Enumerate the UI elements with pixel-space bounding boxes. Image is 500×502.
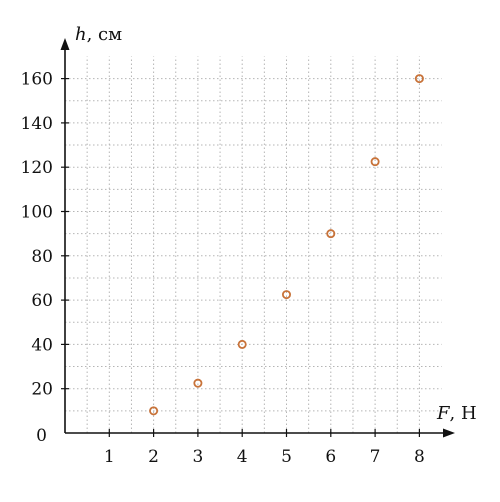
y-tick-label: 100 (21, 203, 53, 223)
data-point (370, 157, 380, 167)
data-point (193, 378, 203, 388)
y-tick-label: 40 (31, 335, 53, 355)
y-tick-label: 20 (31, 380, 53, 400)
y-tick-label: 160 (21, 70, 53, 90)
data-point (149, 406, 159, 416)
grid (65, 56, 442, 433)
data-point (281, 290, 291, 300)
data-point (237, 339, 247, 349)
x-tick-label: 4 (237, 447, 248, 467)
x-tick-label: 3 (192, 447, 203, 467)
y-tick-label: 60 (31, 291, 53, 311)
x-axis-arrowhead (443, 428, 455, 438)
x-tick-label: 6 (325, 447, 336, 467)
y-axis-variable: h (75, 24, 87, 45)
y-tick-label: 120 (21, 158, 53, 178)
data-point (414, 74, 424, 84)
x-axis-unit: , Н (450, 403, 477, 424)
x-tick-label: 7 (370, 447, 381, 467)
axes (60, 38, 455, 438)
x-tick-label: 1 (104, 447, 115, 467)
y-axis-unit: , см (87, 24, 123, 45)
origin-tick-label: 0 (36, 426, 47, 446)
tick-labels: 0 1 2 3 4 5 6 7 8 20 40 60 80 100 120 140 160 (21, 70, 425, 467)
x-axis-label: F, Н (436, 403, 477, 424)
data-points (149, 74, 424, 416)
y-axis-label: h, см (75, 24, 122, 45)
x-tick-label: 5 (281, 447, 292, 467)
tick-marks (61, 77, 420, 437)
x-tick-label: 2 (148, 447, 159, 467)
x-axis-variable: F (436, 403, 451, 424)
data-point (326, 229, 336, 239)
y-axis-arrowhead (60, 38, 70, 50)
x-tick-label: 8 (414, 447, 425, 467)
y-tick-label: 80 (31, 247, 53, 267)
y-tick-label: 140 (21, 114, 53, 134)
